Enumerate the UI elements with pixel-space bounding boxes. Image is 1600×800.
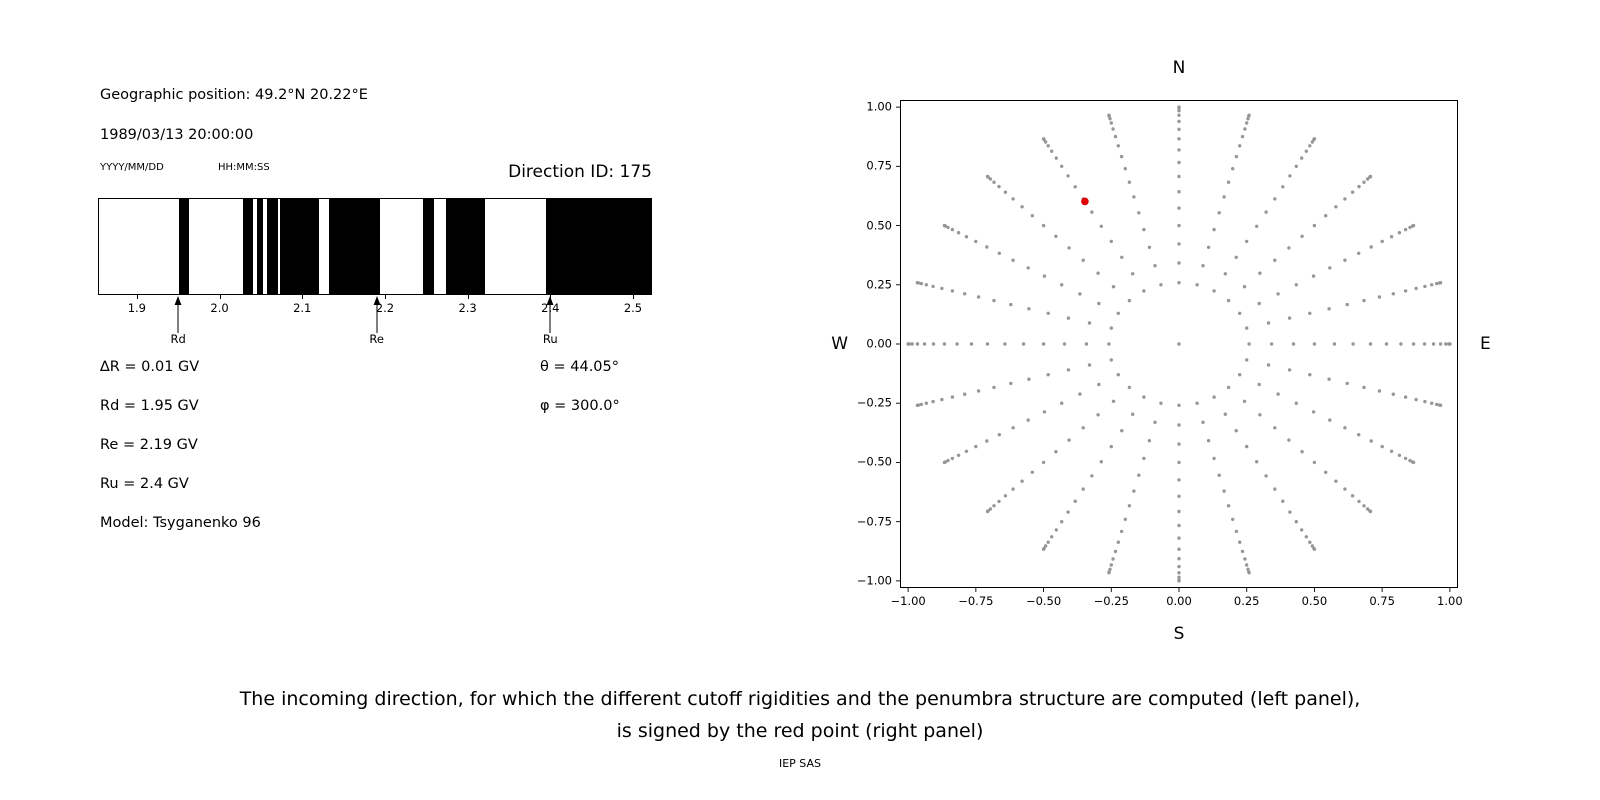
x-tick-mark [136, 295, 138, 299]
phi-value: φ = 300.0° [540, 398, 620, 414]
cutoff-marker-ru: Ru [536, 296, 564, 346]
x-tick-label: 2.1 [293, 301, 312, 315]
caption-line2: is signed by the red point (right panel) [616, 720, 984, 742]
cutoff-marker-re: Re [363, 296, 391, 346]
red-point [1081, 197, 1089, 206]
x-tick-label: 0.25 [1233, 594, 1260, 608]
x-tick-label: −0.75 [958, 594, 994, 608]
x-tick-label: 2.2 [375, 301, 395, 315]
x-tick-label: 1.9 [127, 301, 147, 315]
rd-value: Rd = 1.95 GV [100, 398, 199, 414]
y-tick-label: −0.50 [856, 454, 892, 469]
penumbra-band [422, 199, 435, 294]
x-tick-label: −0.25 [1093, 594, 1129, 608]
re-value: Re = 2.19 GV [100, 437, 198, 453]
direction-chart: N S W E −1.00 −0.75 −0.50 −0.25 0.00 0.25 0.50… [831, 58, 1491, 644]
penumbra-band [280, 199, 319, 294]
x-tick-mark [302, 295, 304, 299]
up-arrow-icon [546, 296, 554, 333]
penumbra-band [178, 199, 189, 294]
y-tick-label: 0.00 [866, 336, 892, 351]
x-tick-label: 0.75 [1369, 594, 1395, 608]
cutoff-marker-label: Rd [170, 332, 186, 346]
theta-value: θ = 44.05° [540, 359, 619, 375]
footer-credit: IEP SAS [778, 757, 822, 770]
direction-grid-dots [906, 105, 1452, 583]
penumbra-plot-area [98, 198, 652, 295]
x-tick-label: 2.0 [210, 301, 229, 315]
up-arrow-icon [174, 296, 182, 333]
x-tick-mark [550, 295, 552, 299]
model-name: Model: Tsyganenko 96 [100, 515, 261, 531]
x-tick-label: 2.5 [623, 301, 643, 315]
x-tick-label: 1.00 [1437, 594, 1463, 608]
cutoff-marker-rd: Rd [164, 296, 192, 346]
x-tick-mark [219, 295, 221, 299]
x-tick-mark [384, 295, 386, 299]
x-tick-label: 0.00 [1166, 594, 1192, 608]
delta-r-value: ∆R = 0.01 GV [100, 359, 200, 375]
date-format-label: YYYY/MM/DD [100, 162, 164, 173]
y-tick-label: −0.75 [856, 514, 892, 529]
y-tick-label: 0.50 [866, 218, 892, 233]
penumbra-band [243, 199, 254, 294]
caption-line1: The incoming direction, for which the di… [239, 688, 1361, 710]
penumbra-band [328, 199, 380, 294]
up-arrow-icon [373, 296, 381, 333]
y-tick-label: −0.25 [856, 395, 892, 410]
east-label: E [1480, 334, 1491, 354]
south-label: S [1173, 624, 1185, 644]
ru-value: Ru = 2.4 GV [100, 476, 189, 492]
penumbra-chart: 1.9 2.0 2.1 2.2 2.3 2.4 2.5 Rd Re Ru [98, 198, 652, 346]
plot-border [900, 100, 1458, 588]
direction-plot-area [896, 100, 1458, 592]
x-tick-label: 2.3 [458, 301, 477, 315]
west-label: W [831, 334, 848, 354]
y-tick-label: −1.00 [856, 573, 892, 588]
datetime-value: 1989/03/13 20:00:00 [100, 127, 254, 143]
penumbra-x-axis: 1.9 2.0 2.1 2.2 2.3 2.4 2.5 Rd Re Ru [98, 295, 652, 415]
direction-id: Direction ID: 175 [508, 162, 652, 182]
x-tick-label: 0.50 [1301, 594, 1328, 608]
y-tick-label: 0.75 [866, 158, 892, 173]
y-tick-label: 1.00 [866, 99, 892, 114]
penumbra-band [546, 199, 651, 294]
penumbra-band [267, 199, 278, 294]
x-tick-mark [467, 295, 469, 299]
penumbra-band [445, 199, 486, 294]
time-format-label: HH:MM:SS [218, 162, 270, 173]
x-tick-mark [632, 295, 634, 299]
x-tick-label: −1.00 [890, 594, 926, 608]
penumbra-band [257, 199, 263, 294]
geographic-position: Geographic position: 49.2°N 20.22°E [100, 87, 368, 103]
y-tick-label: 0.25 [866, 277, 892, 292]
cutoff-marker-label: Re [369, 332, 384, 346]
north-label: N [1172, 58, 1186, 78]
cutoff-marker-label: Ru [542, 332, 558, 346]
x-tick-label: −0.50 [1025, 594, 1062, 608]
